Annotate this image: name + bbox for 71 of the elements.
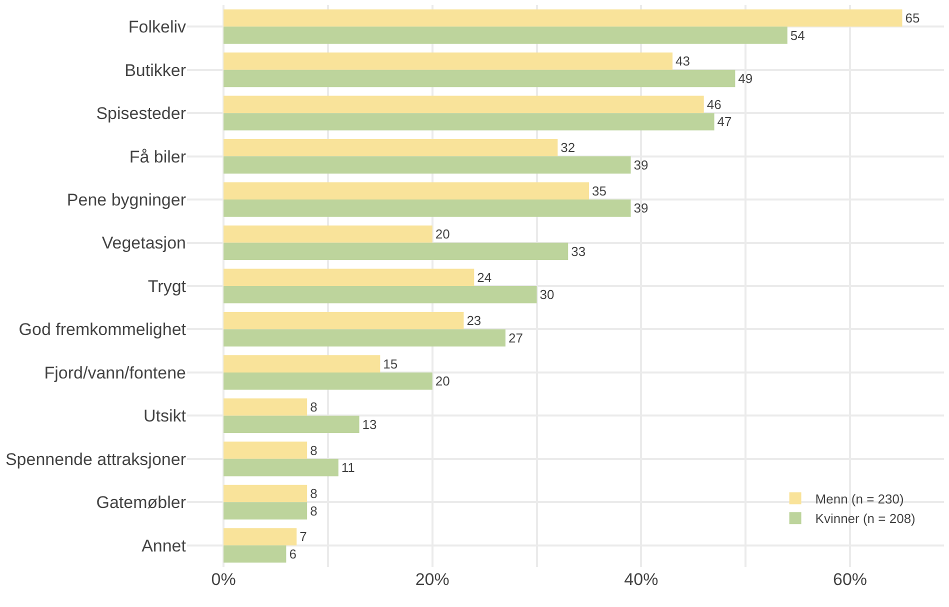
data-label: 32 (560, 140, 576, 156)
data-label: 47 (717, 114, 732, 130)
data-label: 35 (592, 183, 606, 198)
data-label: 24 (477, 270, 492, 285)
data-label: 13 (362, 416, 377, 432)
bar (224, 372, 432, 390)
y-tick-label: Pene bygninger (66, 190, 186, 210)
bar (224, 458, 338, 476)
bar (224, 156, 631, 174)
data-label: 7 (300, 529, 307, 544)
bar (224, 355, 380, 372)
data-label: 27 (508, 330, 523, 346)
bar (224, 52, 673, 70)
legend-label: Kvinner (n = 208) (815, 511, 916, 526)
data-label: 8 (310, 503, 318, 518)
data-label: 6 (289, 546, 296, 562)
x-tick-label: 20% (415, 570, 450, 589)
y-tick-label: Spisesteder (96, 104, 186, 124)
data-label: 33 (571, 244, 586, 259)
data-label: 11 (341, 460, 355, 476)
bar (224, 528, 297, 546)
bar (224, 312, 464, 330)
y-tick-label: Vegetasjon (102, 234, 186, 253)
data-label: 8 (310, 442, 318, 458)
y-tick-label: God fremkommelighet (18, 320, 186, 340)
bar (224, 70, 736, 88)
y-tick-label: Få biler (129, 147, 186, 166)
data-label: 39 (634, 200, 648, 216)
bar (224, 242, 568, 260)
data-label: 15 (383, 356, 398, 372)
x-tick-label: 60% (833, 570, 868, 589)
bar (224, 9, 902, 27)
bar (224, 416, 360, 433)
y-tick-label: Annet (142, 536, 186, 556)
bar (224, 26, 788, 44)
legend-label: Menn (n = 230) (815, 491, 904, 506)
data-label: 20 (435, 374, 450, 389)
bar (224, 502, 308, 520)
data-label: 43 (676, 54, 690, 69)
bar (224, 225, 432, 243)
bar (224, 484, 308, 502)
bar (224, 286, 537, 304)
bar (224, 182, 589, 200)
y-tick-label: Spennende attraksjoner (5, 450, 186, 469)
bar (224, 139, 558, 156)
y-tick-label: Butikker (124, 60, 186, 80)
y-tick-label: Folkeliv (128, 18, 186, 37)
bar (224, 200, 631, 217)
x-tick-label: 40% (624, 570, 658, 589)
data-label: 30 (540, 287, 554, 302)
bar (224, 329, 506, 347)
data-label: 54 (790, 28, 805, 43)
y-tick-label: Utsikt (144, 406, 186, 426)
y-tick-label: Gatemøbler (96, 493, 186, 512)
y-tick-label: Fjord/vann/fontene (44, 363, 186, 382)
x-tick-label: 0% (211, 570, 236, 589)
data-label: 65 (905, 10, 920, 26)
bar (224, 113, 714, 130)
data-label: 20 (435, 226, 450, 242)
data-label: 46 (706, 96, 722, 112)
bar (224, 442, 308, 459)
data-label: 49 (738, 70, 753, 86)
data-label: 8 (310, 400, 318, 415)
bar (224, 545, 286, 563)
bar (224, 398, 308, 416)
data-label: 23 (466, 313, 482, 328)
data-label: 39 (634, 157, 648, 172)
data-label: 8 (310, 486, 318, 502)
y-tick-label: Trygt (148, 276, 186, 296)
bar (224, 96, 704, 114)
bar (224, 268, 474, 286)
